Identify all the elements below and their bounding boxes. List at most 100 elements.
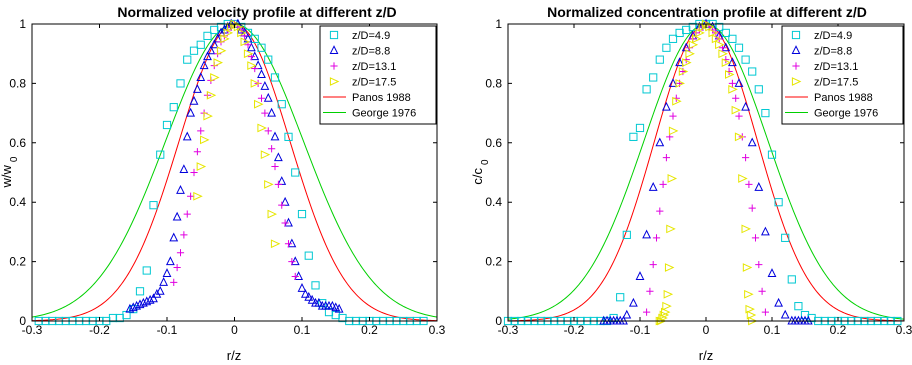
data-point — [746, 310, 757, 320]
data-point — [264, 179, 274, 189]
data-point — [149, 201, 158, 210]
data-point — [182, 131, 192, 141]
data-point — [794, 302, 803, 311]
data-point — [138, 297, 148, 307]
data-point — [685, 49, 695, 59]
data-point — [642, 85, 651, 94]
data-point — [270, 131, 280, 141]
data-point — [155, 285, 165, 295]
chart-title: Normalized velocity profile at different… — [117, 4, 396, 20]
data-point — [656, 207, 664, 215]
data-point — [754, 182, 764, 191]
data-point — [675, 57, 685, 67]
data-point — [754, 85, 763, 94]
legend-label: Panos 1988 — [352, 92, 411, 104]
data-point — [662, 154, 670, 162]
legend-label: George 1976 — [814, 108, 878, 120]
y-axis-label: c/c 0 — [470, 159, 491, 185]
data-point — [649, 73, 658, 82]
data-point — [761, 308, 769, 316]
data-point — [734, 78, 744, 87]
data-point — [199, 60, 209, 70]
data-point — [189, 46, 199, 55]
data-point — [721, 58, 732, 67]
data-point — [172, 211, 182, 221]
data-point — [284, 217, 293, 227]
data-point — [197, 127, 205, 135]
data-point — [748, 67, 757, 76]
data-point — [273, 152, 283, 162]
data-point — [250, 79, 261, 88]
legend-box — [319, 25, 437, 125]
legend-label: z/D=13.1 — [352, 61, 396, 73]
data-point — [695, 28, 705, 38]
data-point — [281, 219, 289, 227]
data-point — [223, 28, 234, 38]
data-point — [271, 162, 279, 171]
data-point — [240, 37, 251, 47]
x-tick-label: 0 — [703, 323, 710, 337]
data-point — [196, 72, 206, 81]
data-point — [250, 51, 260, 61]
data-point — [169, 232, 179, 242]
data-point — [162, 120, 172, 130]
legend-label: z/D=8.8 — [352, 46, 390, 58]
legend-marker — [791, 30, 801, 40]
data-point — [237, 28, 247, 38]
data-point — [676, 79, 684, 87]
data-point — [661, 101, 671, 111]
data-point — [297, 283, 307, 292]
data-point — [209, 39, 219, 49]
data-point — [227, 22, 237, 32]
data-point — [165, 256, 175, 266]
data-point — [628, 297, 638, 307]
x-tick-label: -0.2 — [89, 323, 110, 337]
data-point — [741, 101, 751, 111]
data-point — [675, 28, 684, 38]
data-point — [635, 123, 645, 133]
data-point — [668, 126, 679, 136]
x-axis-label: r/z — [227, 348, 241, 363]
data-point — [247, 61, 257, 70]
y-tick-label: 0.2 — [9, 255, 26, 269]
data-point — [655, 137, 665, 147]
data-point — [291, 272, 299, 281]
y-tick-label: 0.6 — [9, 136, 26, 150]
y-tick-label: 0.4 — [485, 195, 502, 209]
data-point — [297, 209, 307, 219]
data-point — [145, 294, 155, 304]
data-point — [169, 103, 178, 112]
data-point — [663, 289, 674, 299]
data-point — [125, 303, 135, 313]
data-point — [267, 107, 277, 117]
data-point — [643, 308, 651, 316]
y-axis-label: w/w 0 — [0, 156, 20, 188]
data-point — [253, 60, 263, 70]
legend-label: z/D=17.5 — [814, 77, 858, 89]
data-point — [196, 162, 207, 171]
y-axis-label-main: w/w — [0, 164, 14, 188]
data-point — [742, 154, 750, 162]
data-point — [334, 303, 344, 313]
data-point — [287, 238, 297, 248]
data-point — [200, 135, 210, 145]
data-point — [190, 168, 198, 177]
data-point — [780, 309, 790, 319]
data-point — [751, 234, 760, 242]
data-point — [186, 107, 196, 117]
data-point — [755, 260, 763, 269]
data-point — [278, 201, 286, 209]
data-point — [715, 40, 725, 50]
data-point — [243, 49, 254, 59]
data-point — [748, 204, 756, 212]
legend-marker — [330, 62, 338, 70]
data-point — [135, 299, 145, 309]
data-point — [203, 51, 212, 61]
data-point — [738, 174, 748, 183]
data-point — [682, 25, 691, 35]
data-point — [210, 25, 219, 35]
data-point — [210, 73, 220, 82]
y-tick-label: 0.8 — [9, 76, 26, 90]
data-point — [216, 46, 227, 56]
legend-label: z/D=4.9 — [814, 30, 852, 42]
